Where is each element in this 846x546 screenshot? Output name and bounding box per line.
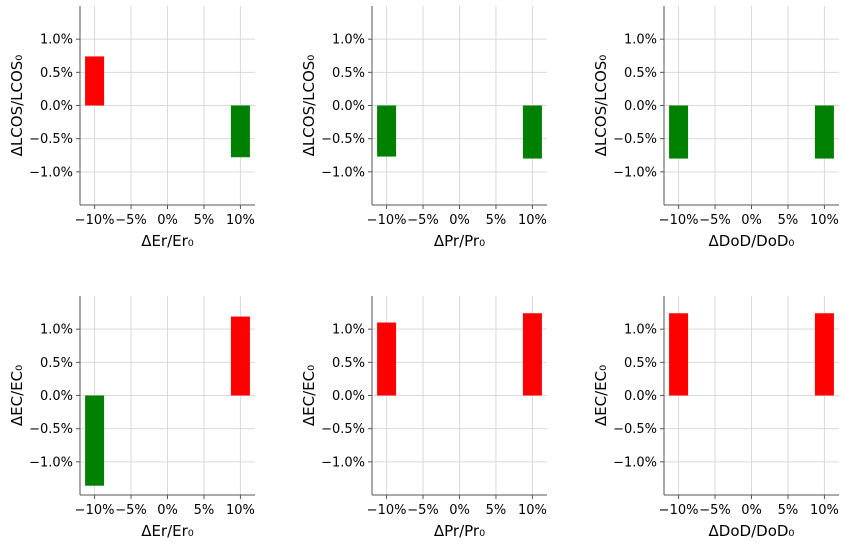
y-axis-label: ΔEC/EC₀ (8, 365, 26, 426)
x-tick-label: −5% (115, 213, 147, 228)
y-tick-label: 0.5% (40, 66, 73, 81)
x-tick-label: 10% (518, 503, 547, 518)
y-tick-label: 0.5% (624, 356, 657, 371)
x-tick-label: 0% (741, 503, 762, 518)
y-tick-label: −1.0% (29, 165, 73, 180)
y-tick-label: −1.0% (613, 455, 657, 470)
x-tick-label: −5% (699, 213, 731, 228)
bar (669, 313, 689, 396)
x-tick-label: −10% (367, 213, 407, 228)
x-tick-label: 5% (486, 213, 507, 228)
bar (377, 322, 397, 396)
y-tick-label: −0.5% (613, 132, 657, 147)
y-tick-label: −0.5% (321, 132, 365, 147)
x-tick-label: −10% (75, 213, 115, 228)
y-tick-label: 0.0% (40, 389, 73, 404)
x-tick-label: 5% (194, 213, 215, 228)
y-tick-label: 0.5% (332, 66, 365, 81)
x-tick-label: −10% (75, 503, 115, 518)
y-tick-label: −0.5% (29, 132, 73, 147)
x-axis-label: ΔPr/Pr₀ (434, 522, 485, 540)
x-axis-label: ΔDoD/DoD₀ (709, 522, 795, 540)
y-tick-label: 1.0% (332, 33, 365, 48)
y-axis-label: ΔLCOS/LCOS₀ (592, 55, 610, 157)
y-tick-label: −0.5% (29, 422, 73, 437)
x-axis-label: ΔEr/Er₀ (141, 232, 194, 250)
y-tick-label: 0.0% (624, 99, 657, 114)
y-tick-label: 1.0% (624, 33, 657, 48)
x-tick-label: 5% (194, 503, 215, 518)
x-tick-label: −5% (407, 213, 439, 228)
y-tick-label: 0.5% (40, 356, 73, 371)
x-tick-label: 5% (778, 503, 799, 518)
x-tick-label: 0% (157, 213, 178, 228)
y-tick-label: −1.0% (29, 455, 73, 470)
x-tick-label: −10% (659, 213, 699, 228)
y-tick-label: 0.0% (332, 99, 365, 114)
x-tick-label: −10% (659, 503, 699, 518)
y-tick-label: 0.0% (40, 99, 73, 114)
bar (377, 105, 397, 157)
y-tick-label: −1.0% (321, 455, 365, 470)
bar (814, 313, 834, 396)
x-tick-label: 10% (518, 213, 547, 228)
x-tick-label: 0% (741, 213, 762, 228)
y-axis-label: ΔLCOS/LCOS₀ (8, 55, 26, 157)
chart-panel-3: −10% −5% 0% 5% 10% −1.0% −0.5% 0.0% 0.5% 1.0% ΔDoD… (592, 6, 839, 250)
y-tick-label: 1.0% (332, 323, 365, 338)
x-tick-label: 5% (778, 213, 799, 228)
y-axis-label: ΔEC/EC₀ (300, 365, 318, 426)
x-tick-label: −10% (367, 503, 407, 518)
bar (85, 395, 105, 486)
y-axis-label: ΔLCOS/LCOS₀ (300, 55, 318, 157)
y-axis-label: ΔEC/EC₀ (592, 365, 610, 426)
x-tick-label: 10% (226, 503, 255, 518)
y-tick-label: 0.5% (332, 356, 365, 371)
y-tick-label: 1.0% (40, 323, 73, 338)
bar (230, 105, 250, 158)
chart-panel-1: −10% −5% 0% 5% 10% −1.0% −0.5% 0.0% 0.5% 1.0% ΔEr/… (8, 6, 255, 250)
x-tick-label: 0% (449, 213, 470, 228)
chart-panel-5: −10% −5% 0% 5% 10% −1.0% −0.5% 0.0% 0.5% 1.0% ΔPr/… (300, 296, 547, 540)
y-tick-label: 0.0% (624, 389, 657, 404)
y-tick-label: 0.5% (624, 66, 657, 81)
chart-panel-2: −10% −5% 0% 5% 10% −1.0% −0.5% 0.0% 0.5% 1.0% ΔPr/… (300, 6, 547, 250)
x-tick-label: 0% (449, 503, 470, 518)
bar (85, 56, 105, 106)
x-axis-label: ΔDoD/DoD₀ (709, 232, 795, 250)
y-tick-label: −0.5% (613, 422, 657, 437)
y-tick-label: −0.5% (321, 422, 365, 437)
x-tick-label: −5% (699, 503, 731, 518)
x-tick-label: −5% (407, 503, 439, 518)
y-tick-label: 1.0% (624, 323, 657, 338)
bar (522, 313, 542, 396)
bar (814, 105, 834, 159)
bar (669, 105, 689, 159)
x-axis-label: ΔPr/Pr₀ (434, 232, 485, 250)
chart-panel-4: −10% −5% 0% 5% 10% −1.0% −0.5% 0.0% 0.5% 1.0% ΔEr/… (8, 296, 255, 540)
x-tick-label: 10% (810, 213, 839, 228)
bar (522, 105, 542, 159)
bar (230, 316, 250, 396)
y-tick-label: −1.0% (613, 165, 657, 180)
chart-panel-6: −10% −5% 0% 5% 10% −1.0% −0.5% 0.0% 0.5% 1.0% ΔDoD… (592, 296, 839, 540)
y-tick-label: 1.0% (40, 33, 73, 48)
y-tick-label: −1.0% (321, 165, 365, 180)
x-axis-label: ΔEr/Er₀ (141, 522, 194, 540)
x-tick-label: 0% (157, 503, 178, 518)
x-tick-label: 10% (810, 503, 839, 518)
y-tick-label: 0.0% (332, 389, 365, 404)
x-tick-label: 5% (486, 503, 507, 518)
x-tick-label: 10% (226, 213, 255, 228)
x-tick-label: −5% (115, 503, 147, 518)
